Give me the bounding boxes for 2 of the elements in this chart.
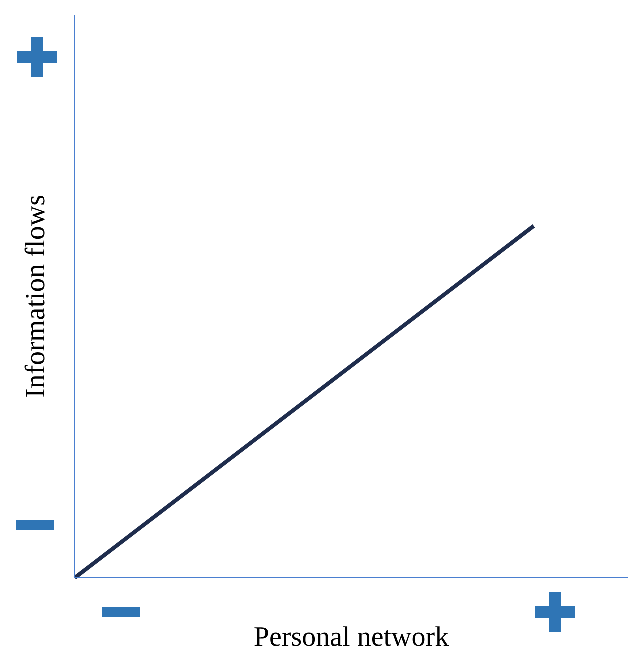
x-axis-title: Personal network	[254, 622, 450, 653]
y-axis-title: Information flows	[20, 195, 52, 398]
